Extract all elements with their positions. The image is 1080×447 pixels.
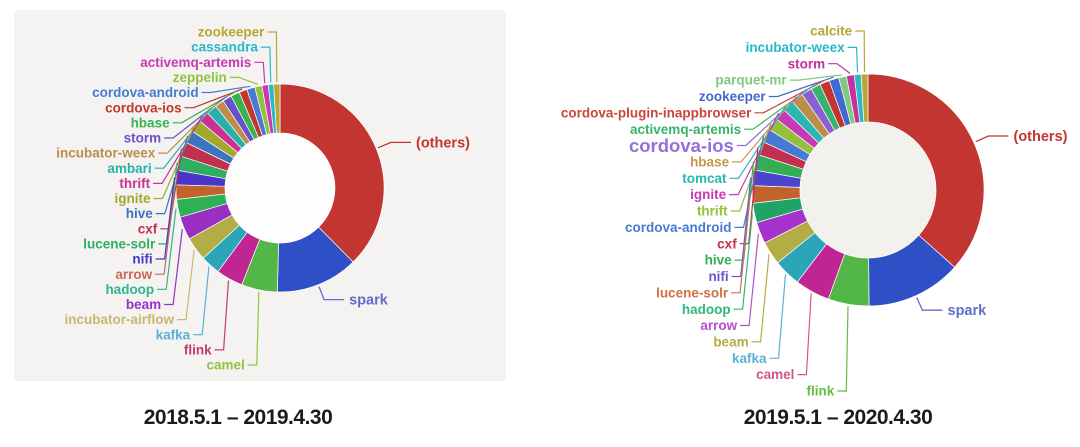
chart2-leader-line-cxf [739, 147, 759, 245]
chart2-slice-label-flink: flink [807, 384, 835, 399]
chart1-slice-label-hbase: hbase [131, 115, 171, 130]
chart1-slice-(others)[interactable] [279, 83, 385, 263]
chart1-donut-hole [223, 131, 337, 245]
chart2-leader-line-flink [837, 306, 849, 392]
chart2-slice-label-camel: camel [756, 367, 794, 382]
chart1-slice-label-beam: beam [126, 297, 161, 312]
chart2-slice-label-parquet-mr: parquet-mr [715, 73, 787, 88]
chart1-leader-line-zeppelin [229, 76, 259, 85]
chart1-slice-label-flink: flink [184, 343, 212, 358]
chart1-slice-label-camel: camel [207, 358, 245, 373]
chart2-leader-line-lucene-solr [731, 194, 751, 294]
chart1-slice-label-incubator-airflow: incubator-airflow [64, 312, 174, 327]
chart2-slice-label-thrift: thrift [697, 204, 728, 219]
chart1-slice-label-zookeeper: zookeeper [198, 25, 266, 40]
chart2-slice-label-kafka: kafka [732, 351, 767, 366]
chart2-slice-label-hadoop: hadoop [682, 302, 731, 317]
chart2-leader-line-hadoop [733, 213, 753, 310]
chart2-leader-line-camel [797, 293, 812, 376]
chart1-leader-line-zookeeper [267, 31, 278, 83]
chart1-leader-line-arrow [155, 192, 175, 275]
chart2-leader-line-cordova-android [734, 134, 765, 228]
chart2-slice-label-activemq-artemis: activemq-artemis [630, 122, 741, 137]
chart1-slice-label-zeppelin: zeppelin [173, 70, 227, 85]
chart1-slice-label-cassandra: cassandra [191, 40, 258, 55]
chart1-slice-label-cxf: cxf [138, 221, 158, 236]
chart1-leader-line-beam [164, 229, 183, 306]
chart2-slice-(others)[interactable] [867, 73, 985, 268]
chart2-leader-line-spark [916, 297, 943, 311]
chart1-leader-line-camel [247, 291, 260, 366]
chart1-slice-label-activemq-artemis: activemq-artemis [140, 55, 251, 70]
chart1-leader-line-activemq-artemis [254, 61, 266, 84]
chart2-slice-label-cordova-plugin-inappbrowser: cordova-plugin-inappbrowser [561, 105, 752, 120]
caption-2019: 2019.5.1 – 2020.4.30 [743, 406, 933, 429]
chart1-slice-zookeeper[interactable] [273, 83, 281, 134]
chart1-leader-line-cordova-ios [184, 88, 243, 109]
chart1-slice-label-cordova-ios: cordova-ios [105, 100, 182, 115]
chart2-slice-label-hbase: hbase [690, 155, 730, 170]
donut-charts-canvas: (others)sparkzookeepercassandraactivemq-… [56, 24, 1068, 399]
chart1-slice-label-ignite: ignite [115, 191, 151, 206]
chart2-leader-line-storm [828, 63, 851, 74]
chart1-slice-label-arrow: arrow [115, 267, 152, 282]
chart1-slice-label-thrift: thrift [119, 176, 150, 191]
chart2-slice-label-hive: hive [705, 253, 733, 268]
chart2-slice-label-storm: storm [788, 56, 826, 71]
chart2-leader-line-beam [751, 254, 770, 343]
chart2-slice-label-beam: beam [713, 335, 748, 350]
chart2-leader-line-kafka [769, 274, 787, 359]
chart1-leader-line-hbase [172, 91, 235, 124]
chart1-slice-label-cordova-android: cordova-android [92, 85, 199, 100]
chart2-leader-line-arrow [740, 233, 759, 327]
chart2-slice-label-arrow: arrow [700, 318, 737, 333]
chart1-slice-label-lucene-solr: lucene-solr [83, 237, 156, 252]
chart2-slice-label-(others): (others) [1014, 129, 1068, 145]
chart1-slice-label-storm: storm [124, 131, 162, 146]
chart2-slice-label-lucene-solr: lucene-solr [656, 285, 729, 300]
chart2-leader-line-zookeeper [768, 76, 834, 98]
chart2-slice-label-spark: spark [948, 303, 988, 319]
chart2-slice-label-nifi: nifi [708, 269, 728, 284]
chart1-leader-line-incubator-airflow [177, 250, 195, 321]
chart1-slice-label-nifi: nifi [132, 252, 152, 267]
chart2-slice-label-ignite: ignite [690, 187, 726, 202]
chart2-slice-label-tomcat: tomcat [682, 171, 727, 186]
chart1-slice-label-ambari: ambari [107, 161, 151, 176]
chart1-leader-line-kafka [193, 266, 210, 336]
chart2-leader-line-(others) [975, 135, 1009, 143]
chart1-leader-line-nifi [155, 177, 176, 260]
chart1-leader-line-cordova-android [201, 85, 251, 94]
chart1-leader-line-flink [214, 280, 230, 351]
chart1-leader-line-(others) [377, 141, 411, 149]
chart1-slice-label-kafka: kafka [156, 327, 191, 342]
chart2-leader-line-calcite [855, 30, 866, 73]
chart2-slice-calcite[interactable] [860, 73, 869, 123]
chart2-slice-label-incubator-weex: incubator-weex [746, 40, 846, 55]
chart1-slice-label-(others): (others) [416, 135, 470, 151]
chart2-leader-line-nifi [731, 177, 752, 278]
chart2-slice-label-cxf: cxf [717, 236, 737, 251]
chart2-donut-hole [798, 120, 938, 260]
chart2-slice-label-cordova-android: cordova-android [625, 220, 732, 235]
chart1-leader-line-cassandra [260, 46, 272, 83]
chart1-slice-label-hadoop: hadoop [105, 282, 154, 297]
chart2-slice-label-zookeeper: zookeeper [699, 89, 767, 104]
chart1-slice-label-hive: hive [126, 206, 154, 221]
chart1-leader-line-spark [318, 286, 345, 301]
chart1-slice-label-incubator-weex: incubator-weex [56, 146, 156, 161]
chart2-leader-line-parquet-mr [789, 74, 843, 81]
chart1-slice-label-spark: spark [349, 293, 389, 309]
caption-2018: 2018.5.1 – 2019.4.30 [143, 406, 333, 429]
chart2-slice-label-cordova-ios: cordova-ios [629, 135, 734, 156]
chart2-leader-line-incubator-weex [847, 46, 859, 73]
chart2-slice-label-calcite: calcite [810, 24, 853, 39]
chart1-leader-line-hadoop [157, 208, 177, 290]
